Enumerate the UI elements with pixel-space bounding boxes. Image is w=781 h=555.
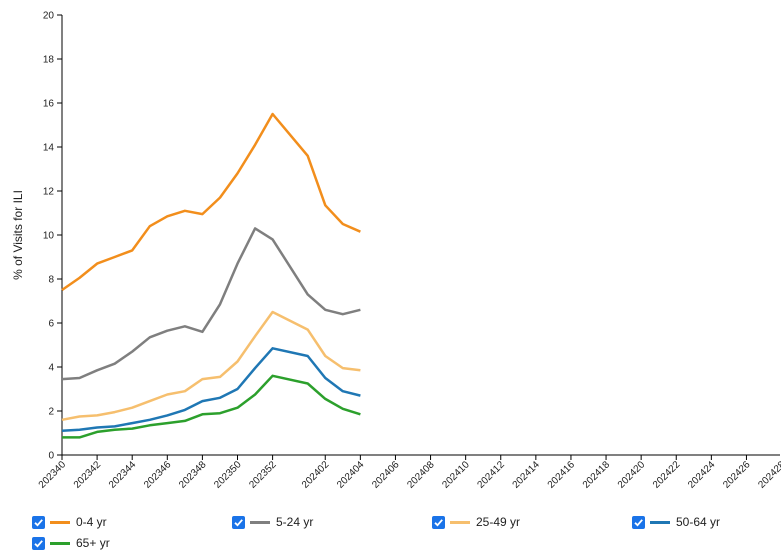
x-tick-label: 202418: [581, 459, 613, 491]
series-lines: [61, 112, 361, 439]
y-tick-label: 20: [43, 11, 55, 22]
x-tick-label: 202428: [756, 459, 781, 491]
checkbox-checked-icon[interactable]: [32, 515, 45, 529]
x-tick-label: 202420: [616, 459, 648, 491]
x-tick-label: 202342: [72, 459, 104, 491]
x-tick-label: 202340: [37, 459, 69, 491]
x-tick-label: 202348: [177, 459, 209, 491]
legend-item-65-plus[interactable]: 65+ yr: [32, 533, 110, 553]
legend-label: 50-64 yr: [676, 515, 721, 529]
x-tick-label: 202422: [651, 459, 683, 491]
legend-swatch: [50, 541, 70, 545]
x-tick-label: 202408: [405, 459, 437, 491]
legend-swatch: [250, 520, 270, 524]
series-line-0-4-yr: [61, 112, 361, 292]
y-tick-label: 14: [43, 143, 55, 154]
y-tick-label: 2: [48, 407, 54, 418]
x-tick-label: 202424: [686, 459, 718, 491]
x-tick-label: 202350: [212, 459, 244, 491]
series-line-50-64-yr: [61, 347, 361, 433]
x-tick-label: 202404: [335, 459, 367, 491]
series-line-25-49-yr: [61, 310, 361, 422]
y-tick-label: 6: [48, 319, 54, 330]
checkbox-checked-icon[interactable]: [232, 515, 245, 529]
x-tick-label: 202346: [142, 459, 174, 491]
x-tick-label: 202352: [247, 459, 279, 491]
y-tick-label: 16: [43, 99, 55, 110]
legend-swatch: [650, 520, 670, 524]
legend-item-0-4[interactable]: 0-4 yr: [32, 512, 107, 532]
y-tick-label: 10: [43, 231, 55, 242]
x-tick-label: 202406: [370, 459, 402, 491]
series-line-65-yr: [62, 374, 361, 439]
x-tick-label: 202414: [511, 459, 543, 491]
series-line-5-24-yr: [61, 227, 361, 381]
legend-label: 65+ yr: [76, 536, 110, 550]
legend-item-50-64[interactable]: 50-64 yr: [632, 512, 720, 532]
legend-swatch: [450, 520, 470, 524]
y-tick-label: 8: [48, 275, 54, 286]
legend-label: 25-49 yr: [476, 515, 521, 529]
y-tick-label: 0: [48, 451, 54, 462]
checkbox-checked-icon[interactable]: [632, 515, 645, 529]
x-tick-label: 202426: [721, 459, 753, 491]
x-tick-label: 202416: [546, 459, 578, 491]
y-tick-label: 18: [43, 55, 55, 66]
y-axis-title: % of Visits for ILI: [11, 190, 25, 280]
y-axis: 0 2 4 6 8 10 12 14 16 18 20: [43, 11, 63, 462]
checkbox-checked-icon[interactable]: [32, 536, 45, 550]
y-tick-label: 12: [43, 187, 55, 198]
x-tick-label: 202402: [300, 459, 332, 491]
y-tick-label: 4: [48, 363, 54, 374]
legend-label: 0-4 yr: [76, 515, 107, 529]
x-tick-label: 202344: [107, 459, 139, 491]
checkbox-checked-icon[interactable]: [432, 515, 445, 529]
legend-label: 5-24 yr: [276, 515, 314, 529]
legend-item-5-24[interactable]: 5-24 yr: [232, 512, 313, 532]
x-tick-label: 202410: [440, 459, 472, 491]
legend-swatch: [50, 520, 70, 524]
legend-item-25-49[interactable]: 25-49 yr: [432, 512, 520, 532]
x-axis: 202340 202342 202344 202346 202348 202350 2023…: [37, 454, 781, 491]
x-tick-label: 202412: [475, 459, 507, 491]
